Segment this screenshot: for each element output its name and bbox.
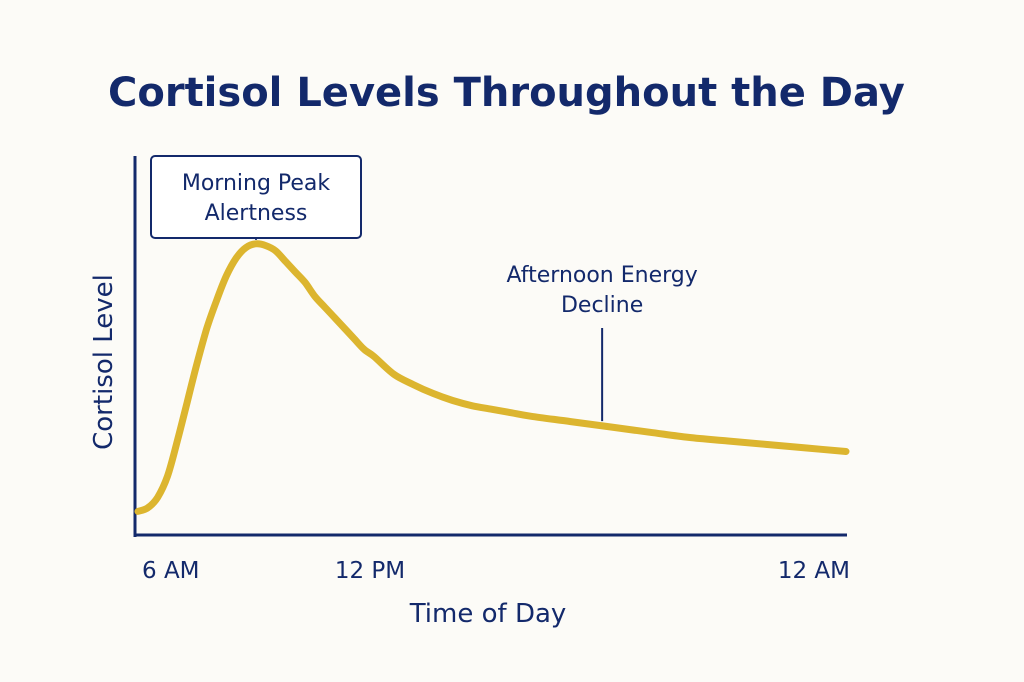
x-axis-label: Time of Day: [409, 599, 567, 629]
chart-title: Cortisol Levels Throughout the Day: [108, 70, 905, 116]
x-tick-labels: 6 AM 12 PM 12 AM: [142, 558, 850, 584]
annotation-label: Afternoon Energy: [507, 263, 698, 288]
annotation-layer: Morning Peak Alertness Afternoon Energy Dec…: [150, 155, 698, 422]
series-line-0: [134, 240, 850, 515]
x-tick-label: 6 AM: [142, 558, 200, 584]
annotation-label: Morning Peak: [182, 171, 331, 196]
annotation-1: Afternoon Energy Decline: [507, 263, 698, 422]
x-tick-label: 12 AM: [778, 558, 850, 584]
series-layer: [134, 240, 850, 515]
y-axis-label: Cortisol Level: [89, 274, 119, 450]
x-tick-label: 12 PM: [335, 558, 405, 584]
annotation-label: Decline: [561, 293, 643, 318]
annotation-0: Morning Peak Alertness: [150, 155, 362, 240]
annotation-box: [150, 155, 362, 239]
annotation-label: Alertness: [205, 201, 308, 226]
